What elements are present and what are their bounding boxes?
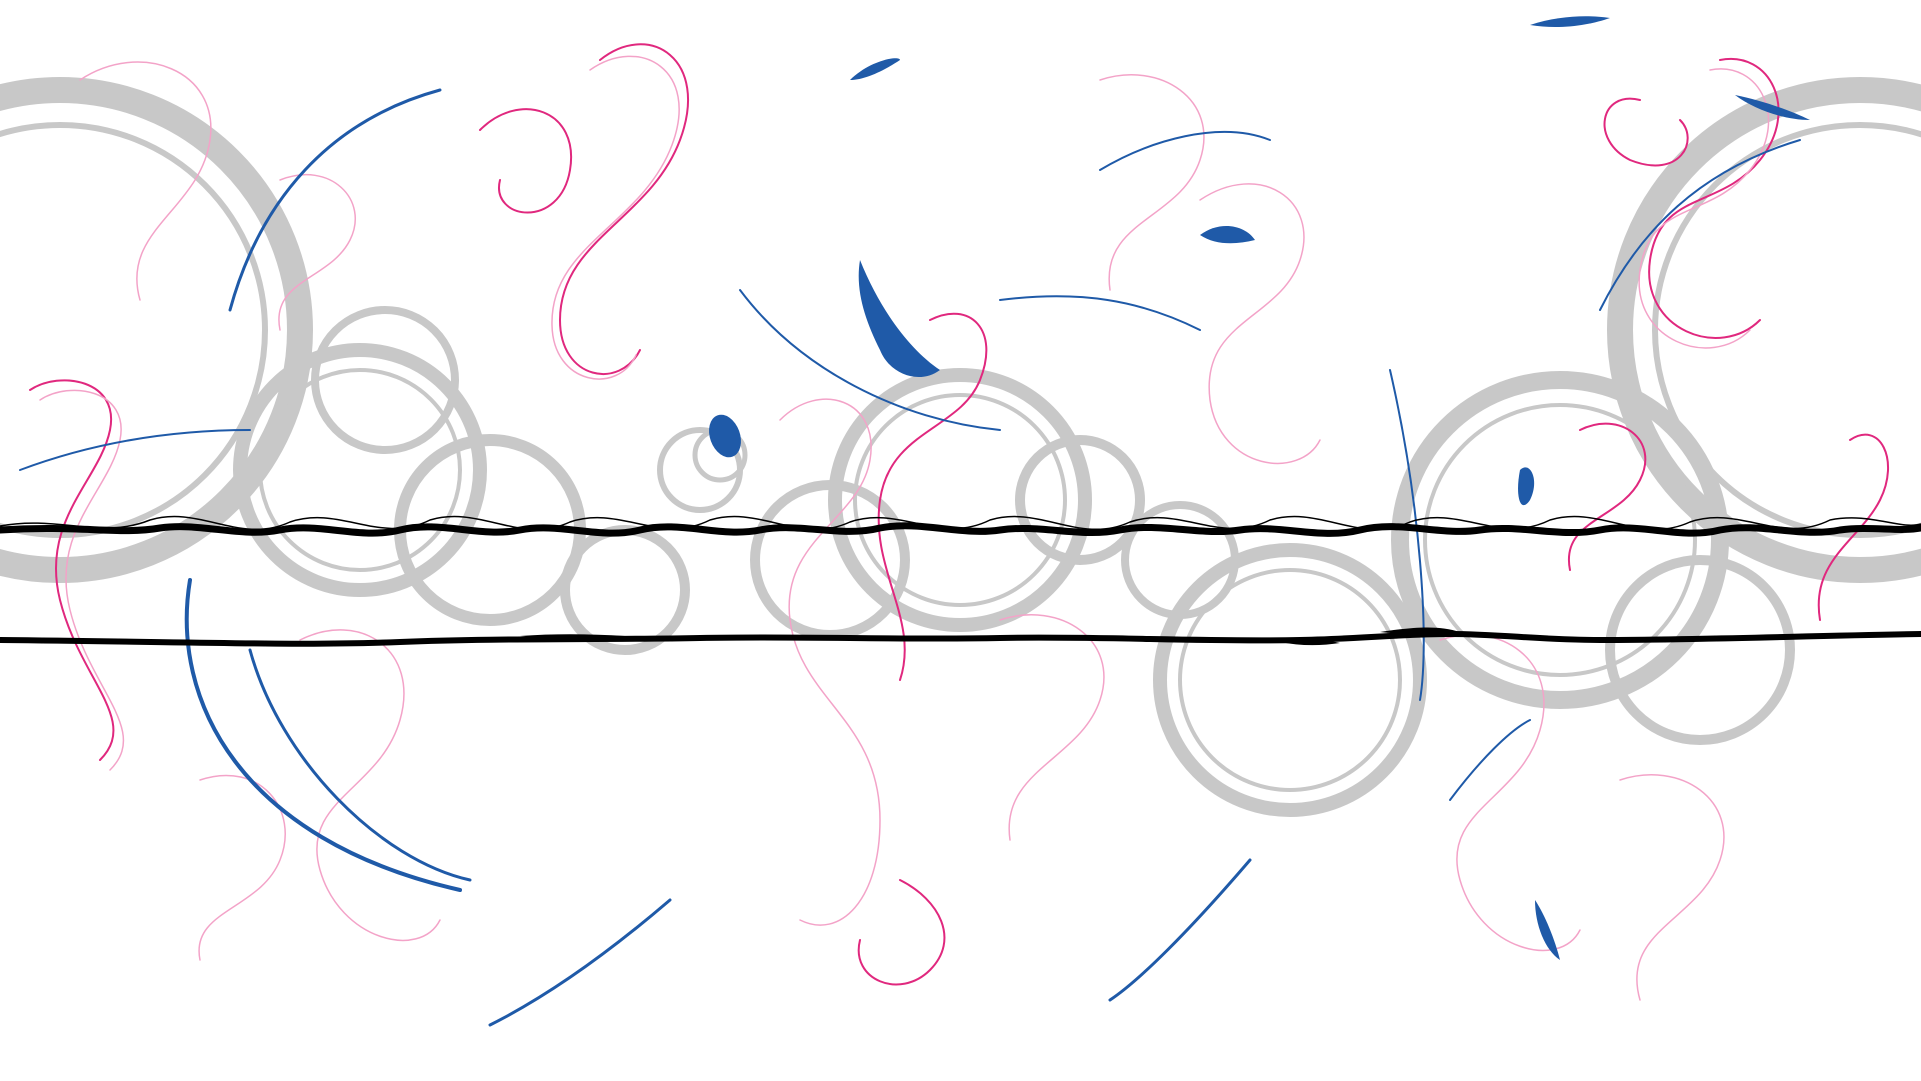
swirl [278, 174, 356, 331]
ring [1652, 122, 1921, 538]
swirl [39, 389, 125, 771]
swirl [29, 379, 115, 761]
ring [1607, 77, 1921, 583]
ring [828, 368, 1092, 632]
blue-stroke [184, 578, 462, 892]
ring [1015, 435, 1145, 565]
swirl [877, 312, 988, 681]
ring [258, 368, 462, 572]
blue-blob [850, 58, 900, 80]
blue-stroke [19, 429, 251, 471]
swirl [1817, 433, 1889, 621]
blue-blob [1200, 225, 1255, 244]
ring [1153, 543, 1427, 817]
blue-blob [709, 414, 741, 458]
blue-stroke [248, 648, 472, 882]
ring [1391, 371, 1729, 709]
blue-stroke [1389, 369, 1425, 701]
blue-stroke [1449, 719, 1531, 801]
swirl [999, 614, 1105, 841]
swirl [79, 61, 212, 301]
blue-blob [1518, 467, 1535, 506]
swirl [1567, 422, 1647, 571]
ring [233, 343, 487, 597]
ring [1605, 555, 1795, 745]
blue-stroke [488, 898, 672, 1027]
blue-stroke [228, 88, 442, 312]
swirl [1199, 183, 1321, 465]
blue-stroke [1599, 139, 1801, 311]
blue-blob [1735, 95, 1810, 120]
swirl [779, 398, 881, 926]
ring [1178, 568, 1402, 792]
horizontal-line-upper [0, 522, 1921, 537]
blue-blob [858, 260, 940, 378]
blue-stroke [1099, 130, 1271, 171]
swirl [551, 55, 680, 380]
ring [311, 306, 459, 454]
swirl [1603, 97, 1689, 167]
swirl [1638, 68, 1770, 349]
blue-stroke [739, 289, 1001, 431]
swirl [1099, 74, 1205, 291]
ring [1423, 403, 1697, 677]
swirl [1619, 774, 1725, 1001]
swirl [558, 43, 689, 375]
horizontal-line-lower [0, 631, 1921, 647]
swirl [1648, 57, 1780, 339]
ring [853, 393, 1067, 607]
horizontal-line-upper-thin [0, 515, 1921, 531]
blue-stroke [999, 295, 1201, 331]
blue-blob [1530, 16, 1610, 28]
blue-stroke-group [19, 16, 1810, 1027]
swirl [1439, 634, 1581, 952]
swirl [857, 879, 946, 986]
swirl-group [29, 43, 1889, 1001]
blue-blob [1535, 900, 1560, 960]
ring [0, 77, 313, 583]
blue-stroke [1108, 858, 1252, 1002]
swirl [479, 108, 573, 214]
